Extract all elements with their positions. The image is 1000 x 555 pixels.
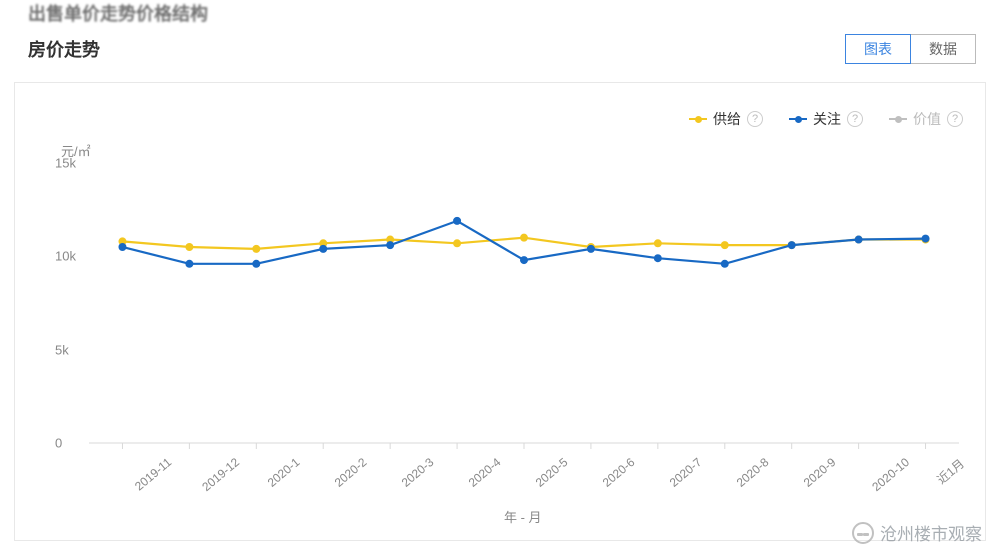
x-tick: 2020-9: [800, 455, 838, 490]
series-marker-supply[interactable]: [453, 239, 461, 247]
legend-label: 供给: [713, 109, 741, 129]
view-tabs: 图表 数据: [845, 34, 976, 64]
series-marker-supply[interactable]: [252, 245, 260, 253]
legend-swatch-price: [889, 118, 907, 120]
series-marker-attention[interactable]: [788, 241, 796, 249]
x-tick: 2019-12: [200, 455, 243, 494]
series-marker-attention[interactable]: [386, 241, 394, 249]
section-title: 房价走势: [28, 36, 100, 62]
page-top-title: 出售单价走势价格结构: [28, 0, 208, 26]
series-marker-supply[interactable]: [185, 243, 193, 251]
series-marker-attention[interactable]: [319, 245, 327, 253]
chart-container: .legend-item:nth-child(1) .legend-swatch…: [14, 82, 986, 541]
help-icon[interactable]: ?: [947, 111, 963, 127]
chart-legend: .legend-item:nth-child(1) .legend-swatch…: [689, 109, 963, 129]
series-marker-attention[interactable]: [922, 235, 930, 243]
x-tick: 2020-10: [869, 455, 912, 494]
help-icon[interactable]: ?: [847, 111, 863, 127]
y-tick: 15k: [55, 156, 76, 171]
x-tick: 2020-5: [533, 455, 571, 490]
legend-swatch-attention: [789, 118, 807, 120]
x-tick: 2020-1: [265, 455, 303, 490]
help-icon[interactable]: ?: [747, 111, 763, 127]
watermark: 沧州楼市观察: [852, 520, 982, 545]
legend-item-price[interactable]: .legend-item:nth-child(3) .legend-swatch…: [889, 109, 963, 129]
x-tick: 近1月: [933, 455, 967, 488]
series-marker-supply[interactable]: [721, 241, 729, 249]
x-tick: 2020-8: [734, 455, 772, 490]
x-tick: 2020-7: [667, 455, 705, 490]
tab-data[interactable]: 数据: [910, 34, 976, 64]
x-tick: 2020-6: [600, 455, 638, 490]
x-tick: 2019-11: [133, 455, 175, 493]
series-marker-attention[interactable]: [520, 256, 528, 264]
x-axis-label: 年 - 月: [504, 507, 542, 526]
x-tick: 2020-4: [466, 455, 504, 490]
watermark-text: 沧州楼市观察: [880, 520, 982, 545]
plot-area: [89, 163, 959, 443]
series-marker-supply[interactable]: [654, 239, 662, 247]
series-marker-attention[interactable]: [855, 236, 863, 244]
series-marker-supply[interactable]: [520, 234, 528, 242]
tab-chart[interactable]: 图表: [845, 34, 911, 64]
y-tick: 0: [55, 436, 62, 451]
chart-svg: [89, 163, 959, 443]
legend-swatch-supply: [689, 118, 707, 120]
series-marker-attention[interactable]: [654, 254, 662, 262]
header-row: 房价走势 图表 数据: [28, 34, 976, 64]
series-marker-attention[interactable]: [721, 260, 729, 268]
x-tick: 2020-2: [332, 455, 370, 490]
legend-label: 关注: [813, 109, 841, 129]
series-marker-attention[interactable]: [185, 260, 193, 268]
x-tick: 2020-3: [399, 455, 437, 490]
series-marker-attention[interactable]: [118, 243, 126, 251]
series-marker-attention[interactable]: [587, 245, 595, 253]
wechat-icon: [852, 522, 874, 544]
y-tick: 5k: [55, 342, 69, 357]
series-marker-attention[interactable]: [453, 217, 461, 225]
legend-item-attention[interactable]: .legend-item:nth-child(2) .legend-swatch…: [789, 109, 863, 129]
legend-item-supply[interactable]: .legend-item:nth-child(1) .legend-swatch…: [689, 109, 763, 129]
legend-label: 价值: [913, 109, 941, 129]
series-marker-attention[interactable]: [252, 260, 260, 268]
y-tick: 10k: [55, 249, 76, 264]
